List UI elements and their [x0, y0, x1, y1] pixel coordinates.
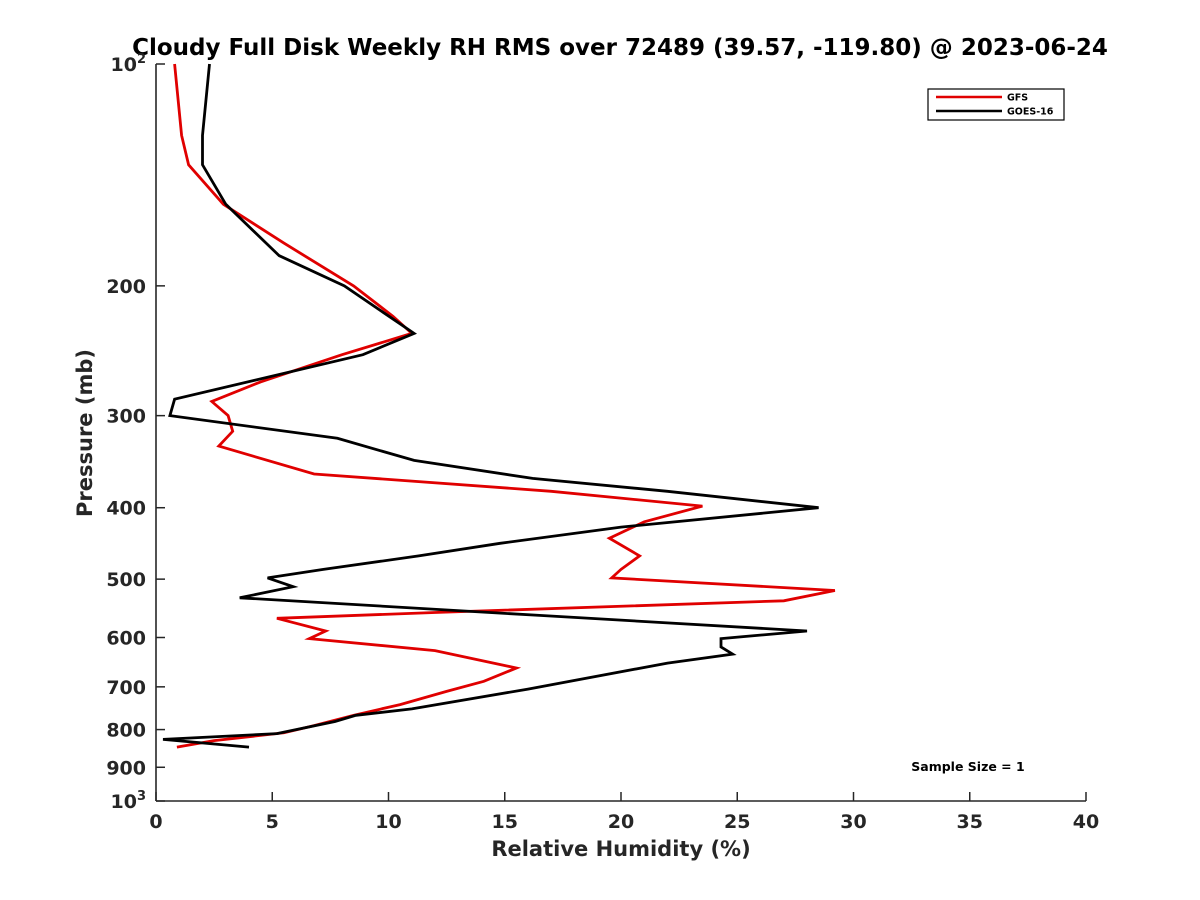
- chart-title: Cloudy Full Disk Weekly RH RMS over 7248…: [132, 35, 1108, 61]
- y-tick-label: 200: [106, 276, 146, 298]
- x-tick-label: 20: [608, 811, 634, 833]
- y-tick-label: 500: [106, 569, 146, 591]
- sample-size-annotation: Sample Size = 1: [911, 759, 1024, 774]
- y-tick-label: 400: [106, 498, 146, 520]
- x-tick-label: 5: [266, 811, 279, 833]
- y-tick-label: 102: [111, 52, 147, 76]
- y-tick-label: 300: [106, 406, 146, 428]
- legend-label-gfs: GFS: [1007, 93, 1028, 104]
- y-tick-label: 900: [106, 757, 146, 779]
- series-line-goes-16: [162, 63, 819, 749]
- x-tick-label: 10: [375, 811, 401, 833]
- x-tick-label: 30: [840, 811, 866, 833]
- x-tick-label: 25: [724, 811, 750, 833]
- legend-box: [927, 88, 1065, 121]
- x-tick-label: 15: [492, 811, 518, 833]
- x-ticks: 0 5 10 15 20 25 30 35 40: [149, 792, 1099, 833]
- series-layer: [162, 63, 836, 749]
- y-tick-label: 103: [111, 789, 147, 813]
- y-axis-label: Pressure (mb): [73, 349, 97, 517]
- x-axis-label: Relative Humidity (%): [491, 837, 750, 861]
- legend-label-goes-16: GOES-16: [1007, 107, 1054, 118]
- y-tick-label: 600: [106, 627, 146, 649]
- x-tick-label: 35: [957, 811, 983, 833]
- x-tick-label: 40: [1073, 811, 1099, 833]
- y-tick-label: 800: [106, 720, 146, 742]
- x-tick-label: 0: [149, 811, 162, 833]
- y-tick-label: 700: [106, 677, 146, 699]
- series-line-gfs: [173, 63, 836, 749]
- legend: GFS GOES-16: [927, 88, 1065, 121]
- y-ticks: 102 200 300 400 500 600 700 800 900 103: [106, 52, 165, 813]
